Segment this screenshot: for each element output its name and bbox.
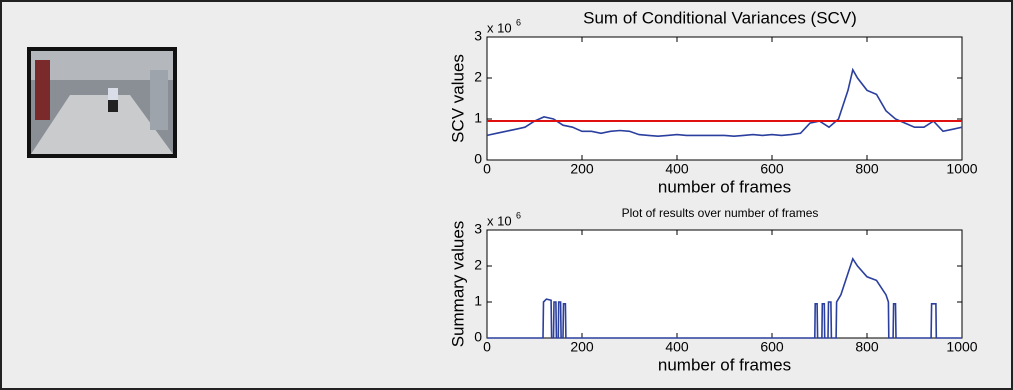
x-tick-label: 200 [570, 161, 594, 177]
plot-area [486, 36, 963, 161]
x-tick-label: 800 [855, 161, 879, 177]
x-tick-label: 600 [760, 161, 784, 177]
y-axis-label: SCV values [448, 54, 467, 143]
video-thumbnail [27, 47, 177, 158]
y-scale-base: x 10 [487, 213, 512, 228]
y-tick-label: 3 [474, 221, 482, 237]
y-scale-exponent: 6 [516, 210, 521, 220]
x-tick-label: 1000 [946, 339, 977, 355]
y-axis-label: Summary values [448, 221, 467, 348]
y-tick-label: 2 [474, 69, 482, 85]
x-tick-label: 0 [483, 339, 491, 355]
y-tick-label: 0 [474, 151, 482, 167]
x-tick-label: 200 [570, 339, 594, 355]
y-tick-label: 0 [474, 329, 482, 345]
chart-title: Sum of Conditional Variances (SCV) [583, 8, 857, 27]
x-tick-label: 400 [665, 339, 689, 355]
y-scale-exponent: 6 [516, 17, 521, 27]
y-scale-base: x 10 [487, 20, 512, 35]
x-axis-label: number of frames [658, 177, 791, 196]
chart-title: Plot of results over number of frames [622, 206, 819, 220]
x-tick-label: 800 [855, 339, 879, 355]
x-tick-label: 0 [483, 161, 491, 177]
x-tick-label: 400 [665, 161, 689, 177]
data-line [487, 256, 962, 339]
y-tick-label: 1 [474, 110, 482, 126]
y-tick-label: 3 [474, 28, 482, 44]
x-tick-label: 1000 [946, 161, 977, 177]
data-line [486, 67, 963, 138]
x-axis-label: number of frames [658, 355, 791, 374]
x-tick-label: 600 [760, 339, 784, 355]
y-tick-label: 1 [474, 293, 482, 309]
y-tick-label: 2 [474, 257, 482, 273]
